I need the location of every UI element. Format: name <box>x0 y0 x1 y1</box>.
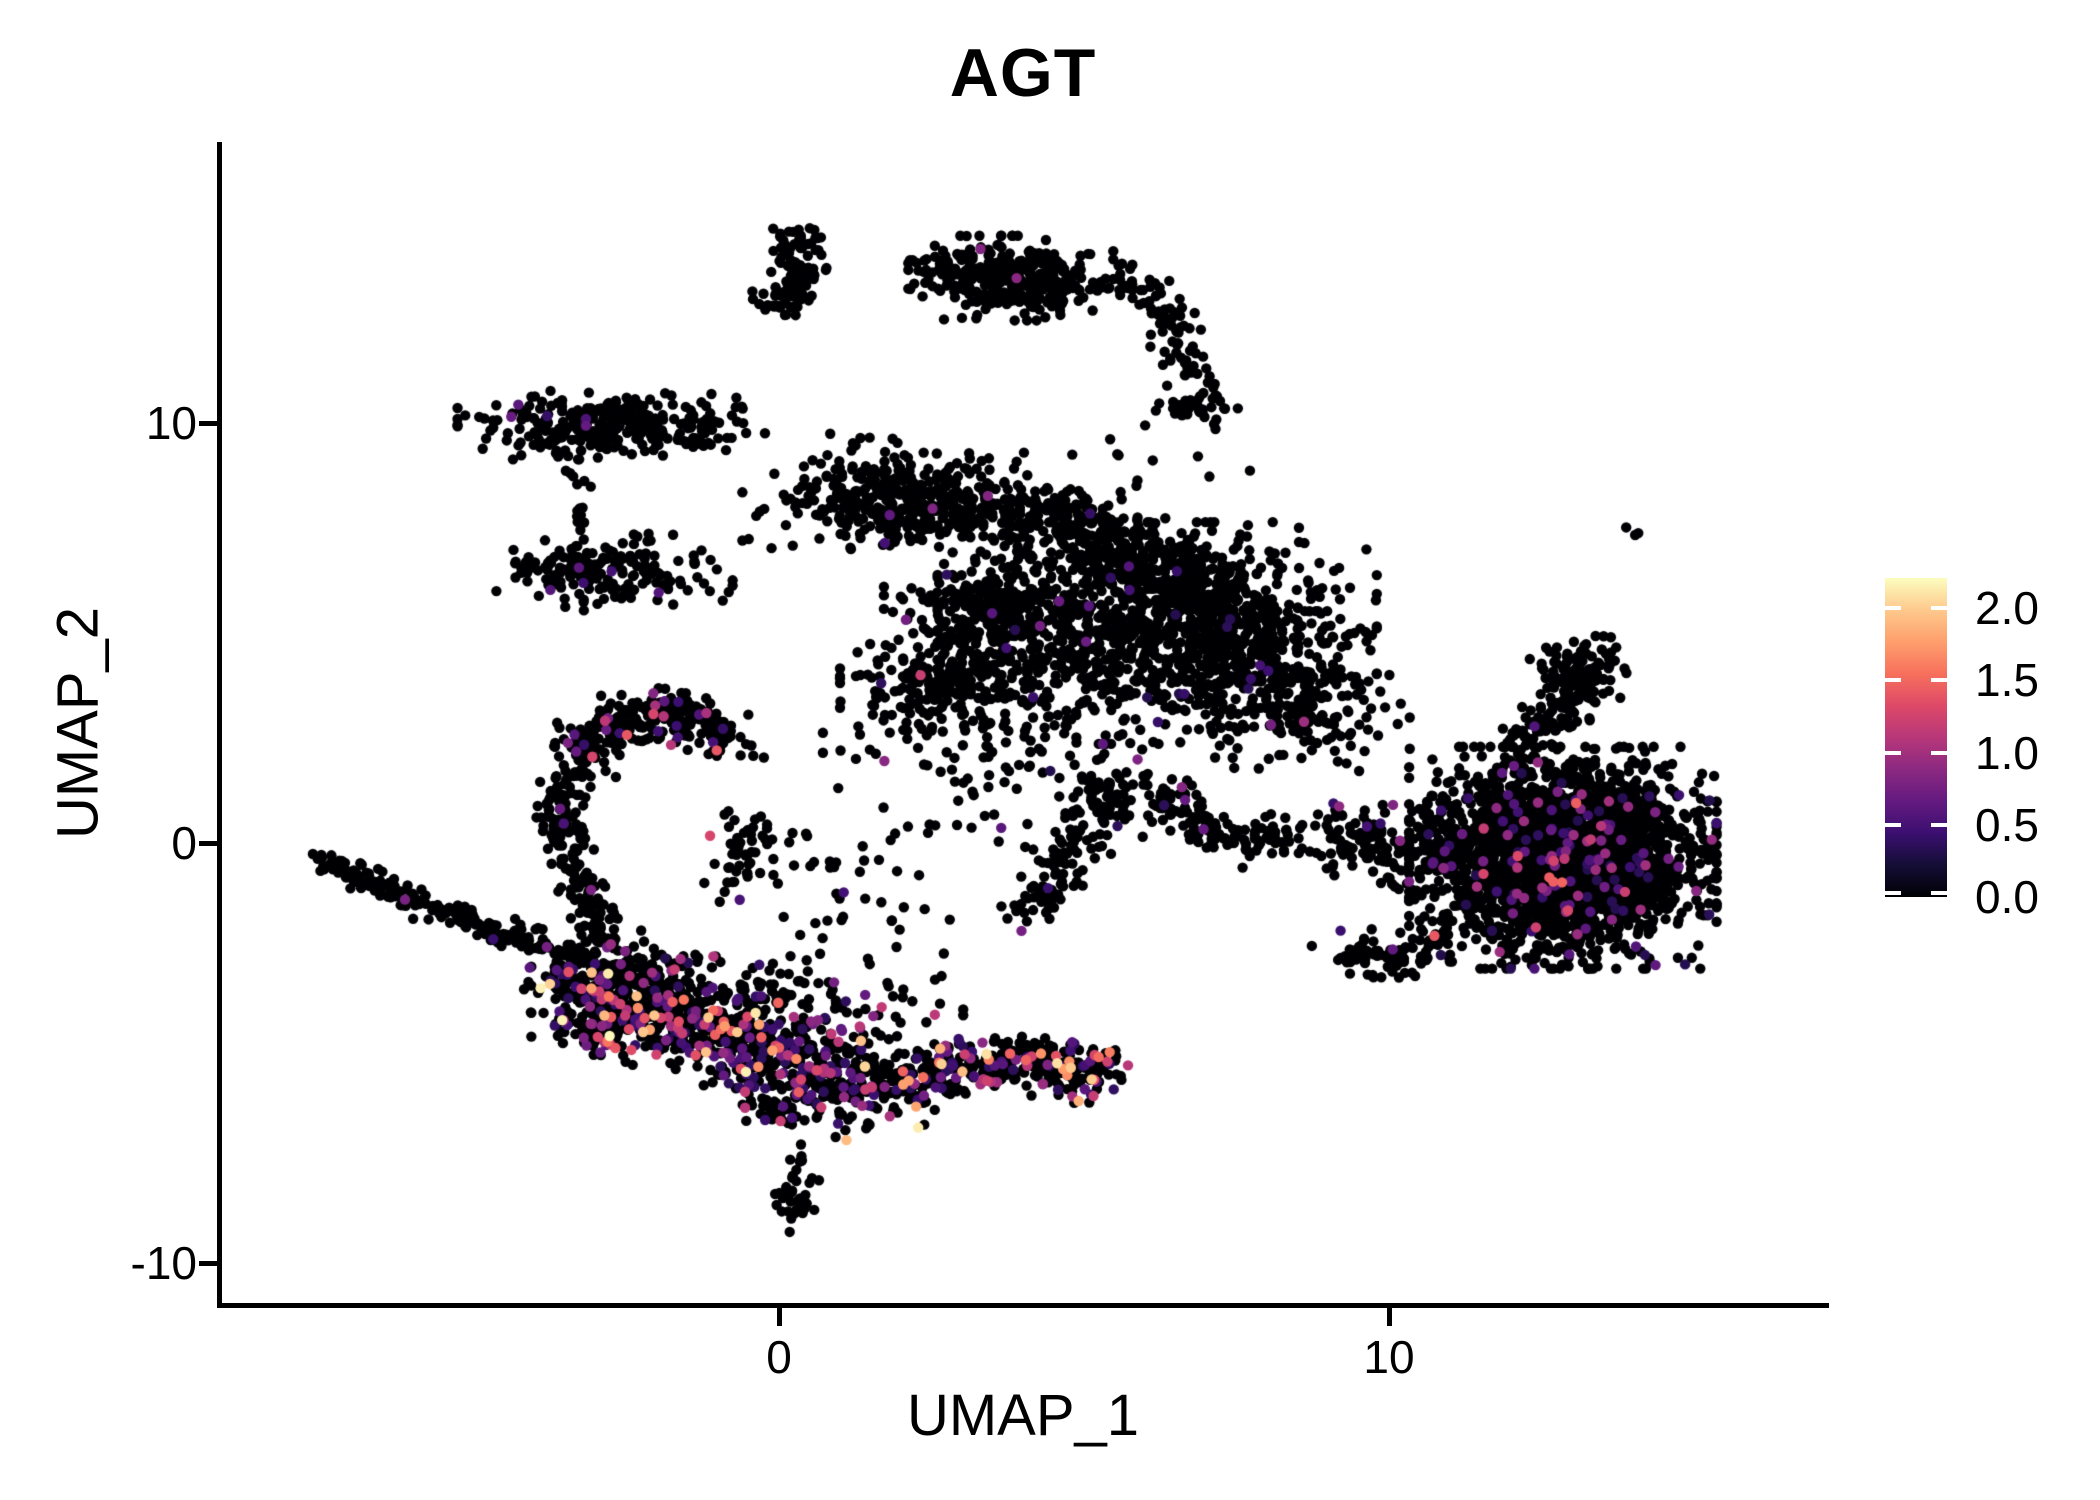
colorbar-tick-label: 0.5 <box>1975 798 2039 851</box>
y-axis-line <box>217 142 222 1308</box>
colorbar-tick-label: 0.0 <box>1975 871 2039 923</box>
colorbar-tick-mark <box>1931 891 1947 895</box>
colorbar-tick-mark <box>1885 750 1901 755</box>
x-axis-line <box>217 1303 1829 1308</box>
y-axis-tick-label: -10 <box>130 1237 197 1289</box>
colorbar-gradient <box>1885 578 1947 897</box>
y-axis-title: UMAP_2 <box>45 606 111 840</box>
y-axis-tick-label: 10 <box>145 397 197 449</box>
colorbar-tick-label: 1.5 <box>1975 654 2039 707</box>
colorbar-tick-label: 1.0 <box>1975 726 2039 779</box>
colorbar-tick-mark <box>1931 750 1947 755</box>
x-axis-title: UMAP_1 <box>906 1383 1140 1448</box>
x-tick-mark <box>1387 1308 1392 1326</box>
x-tick-mark <box>777 1308 782 1326</box>
colorbar-tick-mark <box>1931 606 1947 611</box>
colorbar-tick-mark <box>1931 822 1947 827</box>
colorbar-tick-mark <box>1885 678 1901 683</box>
expression-colorbar: 2.0 1.5 1.0 0.5 0.0 <box>1885 578 2100 923</box>
colorbar-tick-label: 2.0 <box>1975 582 2039 635</box>
x-axis-tick-label: 0 <box>766 1331 792 1383</box>
y-tick-mark <box>199 841 217 846</box>
colorbar-tick-mark <box>1885 606 1901 611</box>
y-tick-mark <box>199 421 217 426</box>
y-axis-tick-label: 0 <box>171 817 197 869</box>
y-tick-mark <box>199 1261 217 1266</box>
plot-title: AGT <box>949 35 1097 111</box>
x-axis-tick-label: 10 <box>1363 1331 1415 1383</box>
colorbar-tick-mark <box>1931 678 1947 683</box>
colorbar-tick-mark <box>1885 891 1901 895</box>
colorbar-tick-mark <box>1885 822 1901 827</box>
